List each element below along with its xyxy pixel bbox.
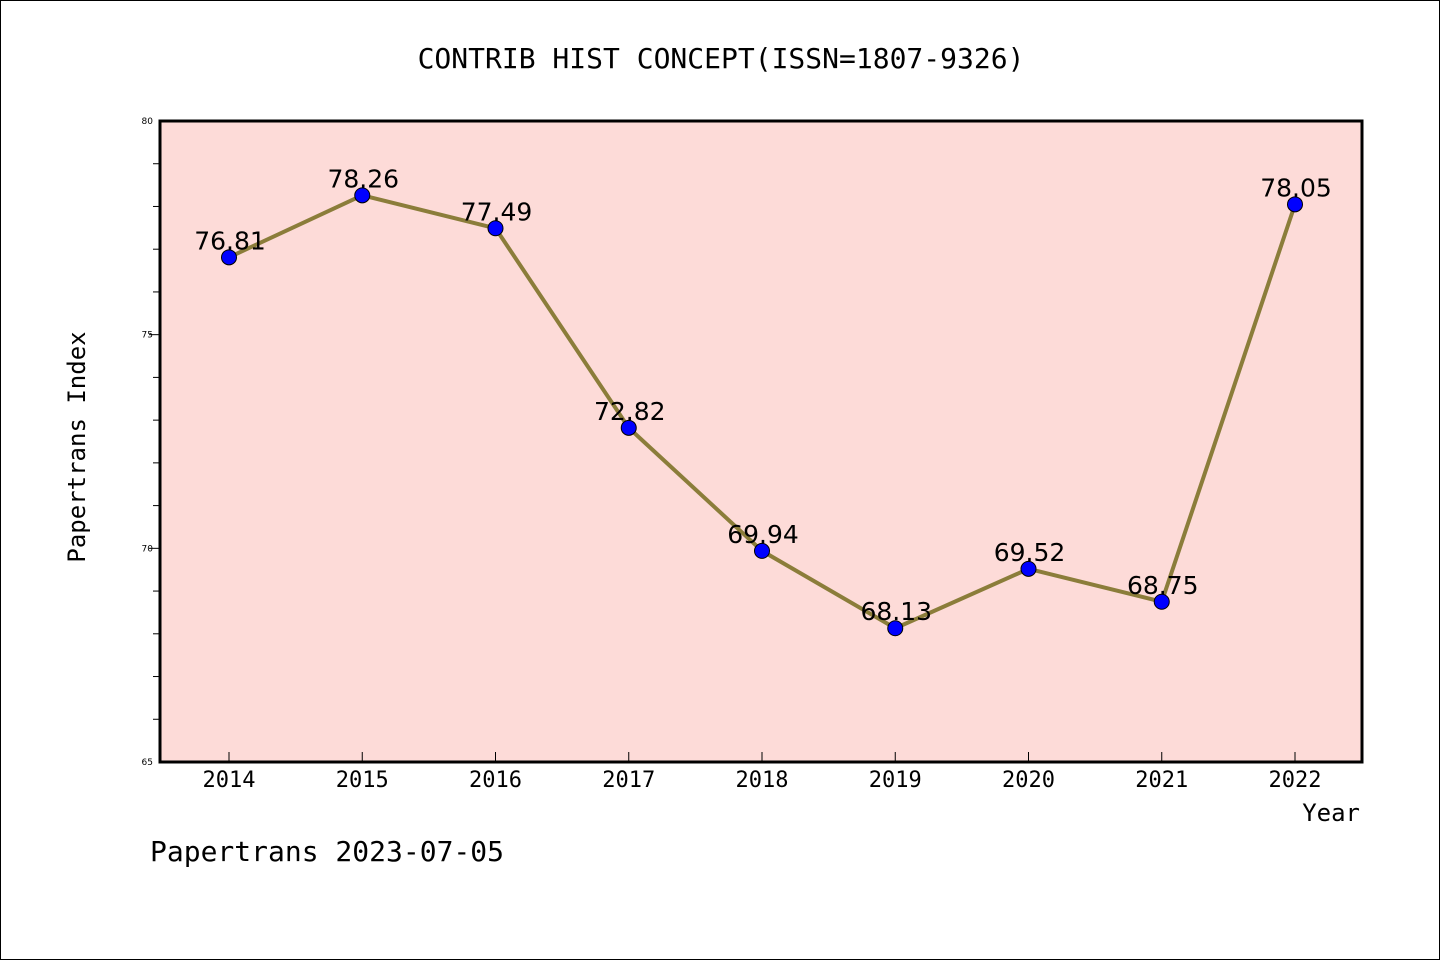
chart-title: CONTRIB HIST CONCEPT(ISSN=1807-9326) <box>418 42 1025 75</box>
data-point-marker <box>487 220 504 237</box>
data-point-marker <box>354 187 371 204</box>
data-point-marker <box>754 542 770 559</box>
series-layer: 76.81 78.26 77.49 72.82 69.94 68.13 69.52 68.75… <box>194 164 1332 637</box>
data-label: 78.26 <box>327 164 399 193</box>
data-point-marker <box>1153 593 1170 610</box>
x-axis: 2014 2015 2016 2017 2018 2019 2020 2021 2022 <box>203 752 1322 793</box>
x-tick-label: 2021 <box>1135 768 1188 793</box>
data-point-marker <box>1020 560 1037 577</box>
data-label: 76.81 <box>194 226 266 255</box>
y-axis-title: Papertrans Index <box>63 331 91 562</box>
x-tick-label: 2018 <box>736 768 789 793</box>
data-point-marker <box>1287 196 1303 213</box>
data-label: 78.05 <box>1260 173 1332 202</box>
y-tick-label: 80 <box>142 117 154 127</box>
x-tick-label: 2019 <box>869 768 922 793</box>
x-tick-label: 2017 <box>602 768 655 793</box>
y-tick-label: 75 <box>142 331 153 341</box>
data-point-marker <box>620 419 637 436</box>
footer-date-stamp: Papertrans 2023-07-05 <box>150 835 505 868</box>
x-tick-label: 2022 <box>1269 768 1322 793</box>
data-point-marker <box>887 620 904 637</box>
data-label: 69.52 <box>994 538 1066 567</box>
data-point-marker <box>221 249 237 266</box>
x-tick-label: 2014 <box>203 768 256 793</box>
x-tick-label: 2016 <box>469 768 522 793</box>
data-label: 69.94 <box>727 520 799 549</box>
y-tick-label: 70 <box>142 544 154 554</box>
data-label: 72.82 <box>594 397 666 426</box>
data-label: 68.13 <box>860 597 932 626</box>
data-label: 77.49 <box>461 197 533 226</box>
y-axis: 65 70 75 80 <box>142 117 159 768</box>
x-axis-title: Year <box>1302 799 1360 827</box>
x-tick-label: 2020 <box>1002 768 1055 793</box>
plot-area <box>158 119 1364 764</box>
y-tick-label: 65 <box>142 758 153 768</box>
data-label: 68.75 <box>1127 571 1199 600</box>
x-tick-label: 2015 <box>336 768 389 793</box>
